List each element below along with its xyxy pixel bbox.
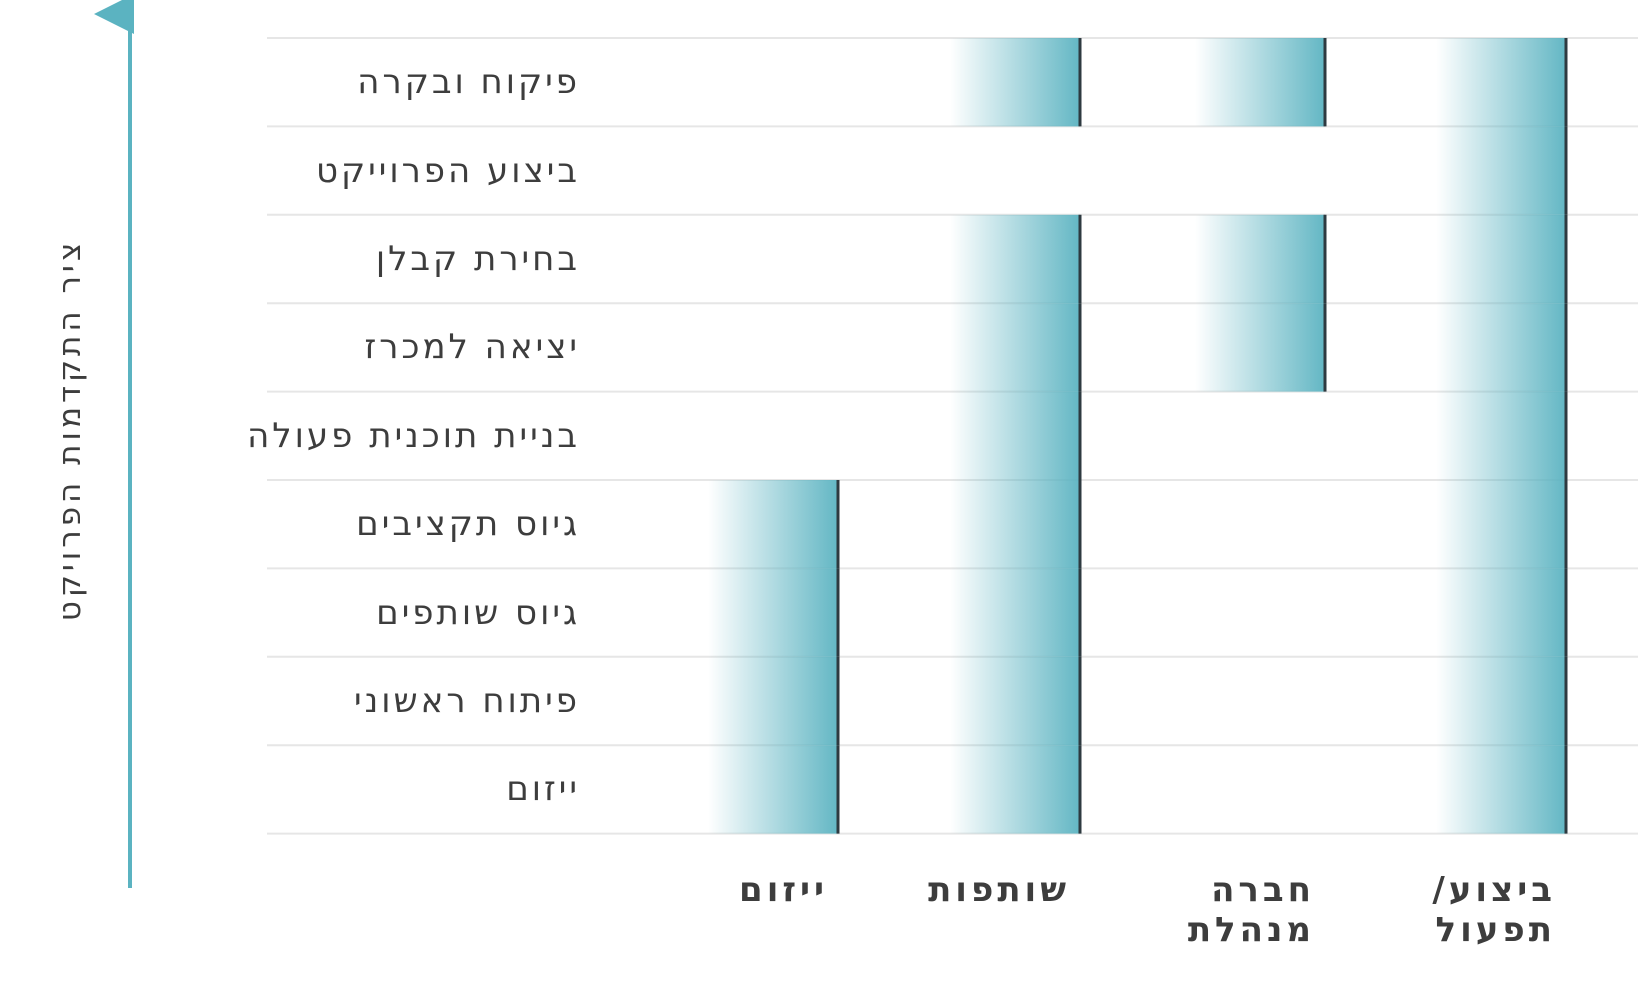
row-label: ייזום bbox=[506, 769, 580, 810]
column-bar-segment bbox=[1436, 391, 1566, 480]
column-bar-segment bbox=[1436, 126, 1566, 215]
column-bar-segment bbox=[950, 38, 1080, 127]
column-bar-segment bbox=[1436, 214, 1566, 304]
column-bar-segment bbox=[950, 303, 1080, 392]
column-bar-segment bbox=[708, 745, 838, 834]
column-bar-segment bbox=[1436, 38, 1566, 127]
column-bar-segment bbox=[950, 656, 1080, 746]
column-bar-segment bbox=[708, 656, 838, 746]
row-label: גיוס שותפים bbox=[376, 592, 580, 633]
column-label: חברה מנהלת bbox=[1187, 870, 1315, 950]
row-label: פיקוח ובקרה bbox=[357, 62, 580, 103]
column-bar-segment bbox=[708, 480, 838, 569]
column-bar-segment bbox=[1436, 656, 1566, 746]
column-bar-segment bbox=[1195, 214, 1325, 304]
column-bar-segment bbox=[1195, 303, 1325, 392]
axis-title: ציר התקדמות הפרויקט bbox=[52, 238, 88, 622]
column-label: שותפות bbox=[928, 870, 1070, 910]
column-bar-segment bbox=[950, 568, 1080, 657]
column-bar-segment bbox=[950, 745, 1080, 834]
column-bar-segment bbox=[950, 214, 1080, 304]
column-label: ייזום bbox=[739, 870, 828, 910]
row-label: פיתוח ראשוני bbox=[354, 681, 580, 721]
column-bar-segment bbox=[1436, 745, 1566, 834]
row-label: גיוס תקציבים bbox=[356, 504, 580, 545]
column-bar-segment bbox=[1436, 480, 1566, 569]
column-bar-segment bbox=[1436, 568, 1566, 657]
column-bar-segment bbox=[708, 568, 838, 657]
column-bar-segment bbox=[950, 391, 1080, 480]
column-bars bbox=[708, 38, 1568, 834]
column-bar-segment bbox=[1436, 303, 1566, 392]
column-bar-segment bbox=[1195, 38, 1325, 127]
row-label: בניית תוכנית פעולה bbox=[247, 415, 580, 456]
column-label: ביצוע/ תפעול bbox=[1432, 870, 1556, 950]
column-bar-segment bbox=[950, 480, 1080, 569]
row-label: בחירת קבלן bbox=[375, 239, 580, 279]
row-label: ביצוע הפרוייקט bbox=[315, 150, 580, 191]
row-label: יציאה למכרז bbox=[364, 327, 580, 368]
